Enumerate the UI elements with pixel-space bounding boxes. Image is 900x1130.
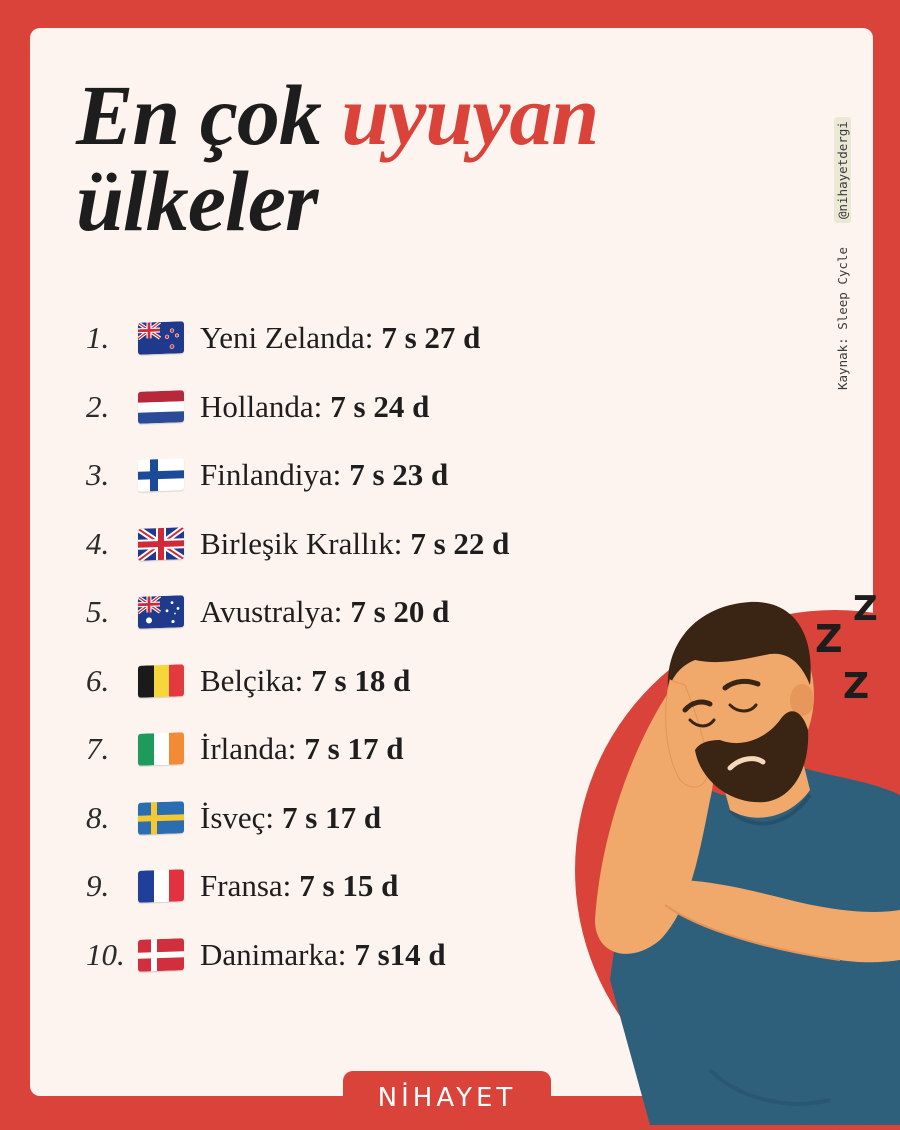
country-name: Yeni Zelanda:: [200, 320, 374, 356]
sleep-duration: 7 s 17 d: [282, 799, 382, 835]
brand-logo: NİHAYET: [343, 1071, 551, 1125]
sleep-duration: 7 s 23 d: [349, 457, 449, 493]
france-flag-icon: [138, 869, 184, 904]
title-line2: ülkeler: [76, 153, 318, 249]
country-name: İsveç:: [200, 799, 275, 835]
sleep-duration: 7 s 18 d: [311, 662, 411, 698]
ireland-flag-icon: [138, 732, 184, 767]
belgium-flag-icon: [138, 663, 184, 698]
page-title: En çok uyuyan ülkeler: [76, 72, 599, 244]
country-name: Hollanda:: [200, 388, 323, 424]
sleep-duration: 7 s 24 d: [330, 388, 430, 424]
list-item: 6. Belçika: 7 s 18 d: [86, 647, 509, 716]
rank-number: 3.: [86, 457, 110, 493]
sleep-duration: 7 s 17 d: [304, 731, 404, 767]
rank-number: 10.: [86, 936, 125, 972]
rank-number: 1.: [86, 320, 110, 356]
country-name: İrlanda:: [200, 731, 297, 767]
list-item: 9. Fransa: 7 s 15 d: [86, 852, 509, 921]
rank-number: 6.: [86, 662, 110, 698]
title-prefix: En çok: [76, 67, 322, 163]
sleep-duration: 7 s 27 d: [381, 320, 481, 356]
netherlands-flag-icon: [138, 389, 184, 424]
snore-z-icon: Z: [815, 617, 843, 661]
rank-number: 2.: [86, 388, 110, 424]
country-name: Birleşik Krallık:: [200, 525, 403, 561]
united-kingdom-flag-icon: [138, 526, 184, 561]
list-item: 1. Yeni Zelanda: 7 s 27 d: [86, 304, 509, 373]
new-zealand-flag-icon: [138, 321, 184, 356]
infographic-card: En çok uyuyan ülkeler Kaynak: Sleep Cycl…: [30, 28, 873, 1096]
list-item: 7. İrlanda: 7 s 17 d: [86, 715, 509, 784]
list-item: 4. Birleşik Krallık: 7 s 22 d: [86, 510, 509, 579]
list-item: 5. Avustralya: 7 s 20 d: [86, 578, 509, 647]
list-item: 3. Finlandiya: 7 s 23 d: [86, 441, 509, 510]
sleep-duration: 7 s 15 d: [299, 868, 399, 904]
list-item: 10. Danimarka: 7 s14 d: [86, 921, 509, 990]
title-accent: uyuyan: [341, 67, 599, 163]
social-handle: @nihayetdergi: [834, 117, 851, 223]
snore-z-icon: Z: [843, 666, 869, 707]
sleeping-man-illustration: Z Z Z: [570, 580, 900, 1125]
country-name: Danimarka:: [200, 936, 347, 972]
finland-flag-icon: [138, 458, 184, 493]
rank-number: 4.: [86, 525, 110, 561]
list-item: 8. İsveç: 7 s 17 d: [86, 784, 509, 853]
sleep-duration: 7 s14 d: [354, 936, 446, 972]
rank-number: 7.: [86, 731, 110, 767]
country-name: Avustralya:: [200, 594, 343, 630]
snore-z-icon: Z: [853, 589, 878, 629]
rank-number: 5.: [86, 594, 110, 630]
rank-number: 9.: [86, 868, 110, 904]
australia-flag-icon: [138, 595, 184, 630]
sleep-duration: 7 s 20 d: [350, 594, 450, 630]
country-name: Finlandiya:: [200, 457, 342, 493]
country-name: Fransa:: [200, 868, 292, 904]
country-name: Belçika:: [200, 662, 304, 698]
sweden-flag-icon: [138, 800, 184, 835]
denmark-flag-icon: [138, 937, 184, 972]
source-credit: Kaynak: Sleep Cycle @nihayetdergi: [830, 44, 854, 404]
logo-text: NİHAYET: [377, 1083, 517, 1113]
ranking-list: 1. Yeni Zelanda: 7 s 27 d 2. Hollanda: 7…: [86, 304, 509, 989]
sleep-duration: 7 s 22 d: [410, 525, 510, 561]
rank-number: 8.: [86, 799, 110, 835]
source-text: Kaynak: Sleep Cycle: [835, 247, 850, 390]
list-item: 2. Hollanda: 7 s 24 d: [86, 373, 509, 442]
